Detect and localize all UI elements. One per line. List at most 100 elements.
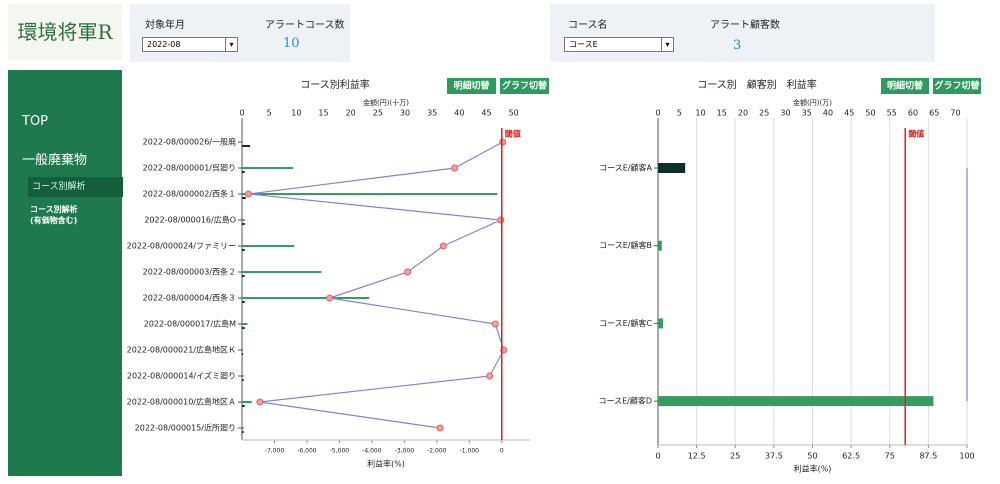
category-label: 2022-08/000024/ファミリー (127, 242, 236, 251)
bar (242, 297, 370, 299)
category-label: 2022-08/000004/西条３ (143, 293, 236, 303)
button-label[interactable]: グラフ切替 (934, 80, 980, 92)
point (451, 164, 459, 172)
top-tick-label: 50 (865, 109, 875, 118)
count: 3 (733, 38, 742, 53)
logo[interactable]: 環境将軍R (8, 4, 122, 60)
bottom-tick-label: 0 (655, 452, 660, 461)
category-label: 2022-08/000016/広島O (144, 215, 236, 225)
point (256, 398, 264, 406)
menu-section[interactable]: 一般廃棄物 (22, 153, 88, 168)
bottom-tick-label: 25 (730, 452, 740, 461)
button-label[interactable]: グラフ切替 (502, 80, 548, 92)
filter-panel: コース名 コースE アラート顧客数 3 (550, 4, 935, 62)
bar (242, 145, 251, 147)
top-tick-label: 55 (887, 109, 897, 118)
label: コース名 (568, 20, 608, 31)
category-label: 2022-08/000017/広島M (144, 319, 236, 329)
top-tick-label: 40 (823, 109, 833, 118)
point (436, 424, 444, 432)
bar (242, 327, 245, 329)
button-label[interactable]: 明細切替 (453, 80, 490, 92)
top-tick-label: 5 (267, 109, 272, 118)
top-tick-label: 45 (481, 109, 491, 118)
bar (242, 271, 322, 273)
top-tick-label: 10 (291, 109, 301, 118)
menu-item[interactable]: コース別解析 (有価物含む) (30, 205, 78, 225)
filter-panel: 対象年月 2022-08 アラートコース数 10 (130, 4, 350, 62)
top-axis-label: 金額(円)(万) (793, 98, 832, 107)
bar (242, 249, 245, 251)
bar (242, 427, 244, 429)
bottom-tick-label: 75 (885, 452, 895, 461)
category-label: 2022-08/000001/呉廻り (143, 164, 236, 173)
top-tick-label: 25 (759, 109, 769, 118)
button[interactable] (500, 78, 549, 94)
bar (242, 301, 245, 303)
top-tick-label: 15 (318, 109, 328, 118)
bar (242, 375, 244, 377)
bar (242, 219, 245, 221)
bottom-tick-label: 0 (500, 448, 504, 455)
bar (658, 318, 664, 329)
bar (242, 379, 244, 381)
bar (242, 245, 295, 247)
top-tick-label: 35 (427, 109, 437, 118)
top-tick-label: 70 (950, 109, 960, 118)
top-tick-label: 0 (239, 109, 244, 118)
threshold-label: 閾値 (505, 129, 521, 139)
category-label: コースE/顧客C (599, 318, 652, 328)
top-tick-label: 20 (738, 109, 748, 118)
bar (658, 396, 934, 407)
top-tick-label: 10 (695, 109, 705, 118)
bar (242, 401, 252, 403)
sidebar: TOP 一般廃棄物 コース別解析 コース別解析 (有価物含む) (8, 70, 123, 476)
line (248, 141, 505, 429)
bar (242, 197, 246, 199)
category-label: 2022-08/000015/近所廻り (135, 423, 236, 433)
top-tick-label: 50 (509, 109, 519, 118)
category-label: 2022-08/000014/イズミ廻り (127, 371, 236, 381)
category-label: 2022-08/000002/西条１ (143, 189, 236, 199)
bar (242, 353, 244, 355)
category-label: コースE/顧客A (599, 163, 652, 173)
top-tick-label: 60 (908, 109, 918, 118)
point (404, 268, 412, 276)
bar (242, 405, 245, 407)
point (497, 216, 505, 224)
top-tick-label: 5 (677, 109, 682, 118)
top-tick-label: 45 (844, 109, 854, 118)
top-tick-label: 30 (780, 109, 790, 118)
bottom-axis-label: 利益率(%) (367, 459, 405, 469)
bottom-tick-label: -5,000 (330, 448, 350, 455)
top-tick-label: 20 (346, 109, 356, 118)
bottom-tick-label: -3,000 (395, 448, 415, 455)
top-tick-label: 30 (400, 109, 410, 118)
point (486, 372, 494, 380)
top-tick-label: 35 (802, 109, 812, 118)
bar (658, 240, 662, 251)
button[interactable] (881, 78, 929, 94)
bottom-tick-label: 37.5 (765, 452, 783, 461)
point (491, 320, 499, 328)
button-label[interactable]: 明細切替 (887, 80, 924, 92)
button[interactable] (447, 78, 496, 94)
count: 10 (283, 36, 300, 51)
menu-item[interactable]: コース別解析 (28, 177, 123, 197)
course-select[interactable]: コースE (564, 37, 674, 52)
bar (242, 275, 245, 277)
button[interactable] (933, 78, 981, 94)
bottom-tick-label: 87.5 (919, 452, 937, 461)
category-label: 2022-08/000026/一般廃 (143, 137, 236, 147)
top-tick-label: 65 (929, 109, 939, 118)
month-select[interactable]: 2022-08 (142, 37, 238, 52)
menu-top[interactable]: TOP (22, 114, 49, 129)
bottom-tick-label: -1,000 (460, 448, 480, 455)
category-label: コースE/顧客D (598, 396, 652, 406)
bottom-tick-label: -6,000 (297, 448, 317, 455)
chart-title: コース別 顧客別 利益率 (697, 78, 817, 91)
bottom-tick-label: -4,000 (362, 448, 382, 455)
bottom-tick-label: 12.5 (688, 452, 706, 461)
